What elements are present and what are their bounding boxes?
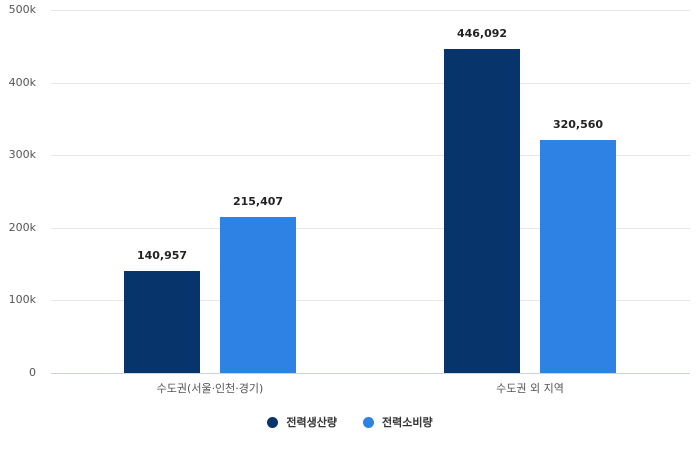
legend-label: 전력소비량 <box>382 416 433 429</box>
y-tick-label: 500k <box>8 3 36 16</box>
bar-consumption[interactable] <box>220 216 296 373</box>
y-tick-label: 100k <box>8 293 36 306</box>
legend-label: 전력생산량 <box>286 416 337 429</box>
bar-production[interactable] <box>124 270 200 373</box>
x-category-label: 수도권(서울·인천·경기) <box>156 382 264 395</box>
bar-production[interactable] <box>444 49 520 373</box>
y-tick-label: 200k <box>8 221 36 234</box>
value-label: 320,560 <box>552 118 604 132</box>
y-tick-label: 400k <box>8 76 36 89</box>
legend-item[interactable]: 전력생산량 <box>267 414 337 430</box>
value-label: 140,957 <box>136 248 188 262</box>
x-category-label: 수도권 외 지역 <box>496 382 564 395</box>
legend-marker-icon <box>363 416 374 428</box>
x-axis-line <box>51 373 690 374</box>
bar-consumption[interactable] <box>540 140 616 373</box>
y-tick-label: 0 <box>29 366 36 379</box>
gridline <box>51 300 690 301</box>
gridline <box>51 83 690 84</box>
gridline <box>51 155 690 156</box>
legend-marker-icon <box>267 416 279 428</box>
value-label: 215,407 <box>232 194 284 208</box>
gridline <box>51 10 690 11</box>
gridline <box>51 228 690 229</box>
value-label: 446,092 <box>456 27 508 41</box>
legend-item[interactable]: 전력소비량 <box>363 414 433 430</box>
y-tick-label: 300k <box>8 148 36 161</box>
legend: 전력생산량 전력소비량 <box>0 414 700 430</box>
